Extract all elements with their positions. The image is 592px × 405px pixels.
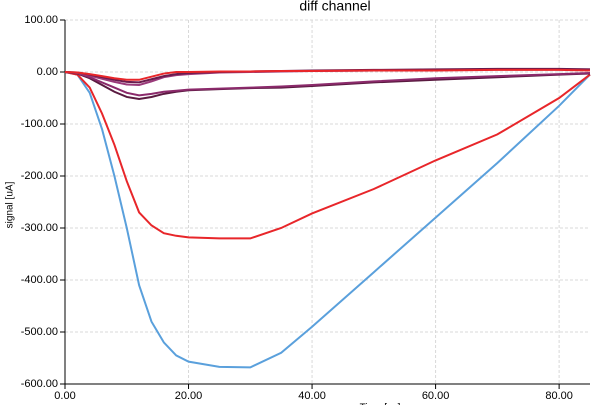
chart-title: diff channel — [299, 0, 370, 14]
series-line — [64, 71, 591, 369]
series-line — [64, 68, 591, 81]
y-axis-label: signal [uA] — [5, 181, 16, 228]
series-line — [64, 71, 591, 97]
y-tick-label: 0.00 — [37, 66, 58, 78]
y-tick-label: -300.00 — [21, 222, 58, 234]
x-tick-label: 60.00 — [422, 390, 450, 402]
x-tick-label: 40.00 — [298, 390, 326, 402]
y-tick-label: -100.00 — [21, 118, 58, 130]
y-tick-label: -200.00 — [21, 170, 58, 182]
y-tick-label: -500.00 — [21, 326, 58, 338]
x-tick-label: 0.00 — [54, 390, 75, 402]
y-tick-label: -600.00 — [21, 378, 58, 390]
y-tick-label: -400.00 — [21, 274, 58, 286]
x-tick-label: 20.00 — [175, 390, 203, 402]
series-line — [64, 71, 591, 240]
y-tick-label: 100.00 — [24, 14, 58, 26]
x-axis-label: Time [ns] — [360, 403, 401, 405]
x-tick-label: 80.00 — [545, 390, 573, 402]
